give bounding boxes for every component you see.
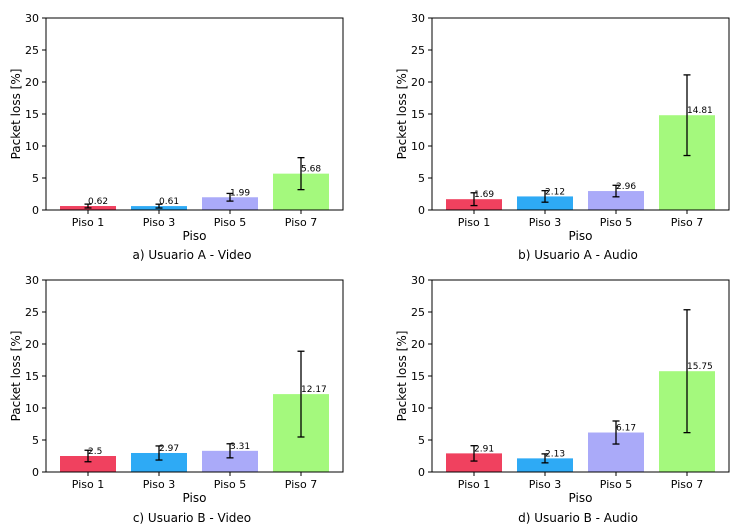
caption-c: c) Usuario B - Video [132, 511, 252, 525]
y-tick-label: 10 [411, 402, 425, 415]
value-label: 2.96 [616, 182, 636, 192]
bar-piso-5 [202, 197, 258, 210]
value-label: 5.68 [301, 165, 321, 175]
y-tick-label: 15 [25, 370, 39, 383]
y-tick-label: 10 [25, 402, 39, 415]
value-label: 2.12 [545, 187, 565, 197]
x-tick-label: Piso 7 [671, 478, 703, 491]
bar-piso-1 [446, 453, 502, 472]
value-label: 2.13 [545, 449, 565, 459]
x-tick-label: Piso 1 [458, 478, 490, 491]
value-label: 1.69 [474, 190, 494, 200]
y-tick-label: 20 [25, 338, 39, 351]
x-tick-label: Piso 3 [143, 216, 175, 229]
caption-d: d) Usuario B - Audio [518, 511, 638, 525]
y-axis-label: Packet loss [%] [9, 69, 23, 160]
x-axis-label: Piso [569, 491, 593, 505]
y-tick-label: 15 [411, 108, 425, 121]
y-tick-label: 10 [25, 140, 39, 153]
y-tick-label: 30 [411, 274, 425, 287]
x-tick-label: Piso 1 [458, 216, 490, 229]
caption-a: a) Usuario A - Video [132, 248, 252, 262]
value-label: 1.99 [230, 188, 250, 198]
caption-b: b) Usuario A - Audio [518, 248, 638, 262]
x-tick-label: Piso 7 [285, 478, 317, 491]
x-tick-label: Piso 3 [143, 478, 175, 491]
y-tick-label: 0 [32, 466, 39, 479]
x-axis-label: Piso [183, 229, 207, 243]
y-tick-label: 25 [411, 306, 425, 319]
y-tick-label: 10 [411, 140, 425, 153]
x-tick-label: Piso 1 [72, 478, 104, 491]
plot-frame [431, 17, 730, 211]
value-label: 12.17 [301, 385, 327, 395]
value-label: 2.97 [159, 444, 179, 454]
y-axis-label: Packet loss [%] [395, 69, 409, 160]
y-tick-label: 25 [411, 44, 425, 57]
y-tick-label: 25 [25, 44, 39, 57]
x-tick-label: Piso 3 [529, 478, 561, 491]
x-tick-label: Piso 3 [529, 216, 561, 229]
y-tick-label: 0 [418, 466, 425, 479]
value-label: 0.61 [159, 197, 179, 207]
y-tick-label: 30 [411, 12, 425, 25]
bar-piso-1 [60, 456, 116, 472]
value-label: 15.75 [687, 362, 713, 372]
y-tick-label: 20 [411, 338, 425, 351]
y-tick-label: 0 [418, 204, 425, 217]
value-label: 6.17 [616, 424, 636, 434]
y-tick-label: 30 [25, 274, 39, 287]
bar-piso-5 [202, 450, 258, 472]
y-tick-label: 30 [25, 12, 39, 25]
y-tick-label: 5 [32, 172, 39, 185]
y-axis-label: Packet loss [%] [9, 331, 23, 422]
chart-panel-4: 0 5 10 15 20 25 30 2.91 Piso 1 2.13 Piso 3 6.17 Piso… [395, 274, 730, 505]
y-tick-label: 20 [411, 76, 425, 89]
y-tick-label: 15 [411, 370, 425, 383]
plot-frame [431, 279, 730, 473]
x-tick-label: Piso 5 [214, 478, 246, 491]
x-tick-label: Piso 5 [600, 478, 632, 491]
value-label: 14.81 [687, 106, 713, 116]
y-tick-label: 5 [418, 434, 425, 447]
value-label: 0.62 [88, 197, 108, 207]
chart-panel-1: 0 5 10 15 20 25 30 0.62 Piso 1 0.61 Piso 3 1.99 Piso… [9, 12, 344, 243]
y-tick-label: 20 [25, 76, 39, 89]
x-tick-label: Piso 1 [72, 216, 104, 229]
x-tick-label: Piso 5 [214, 216, 246, 229]
value-label: 2.91 [474, 444, 494, 454]
value-label: 3.31 [230, 442, 250, 452]
chart-panel-3: 0 5 10 15 20 25 30 2.5 Piso 1 2.97 Piso 3 3.31 Piso … [9, 274, 344, 505]
x-tick-label: Piso 7 [671, 216, 703, 229]
value-label: 2.5 [88, 447, 102, 457]
y-tick-label: 25 [25, 306, 39, 319]
x-axis-label: Piso [569, 229, 593, 243]
plot-frame [45, 17, 344, 211]
bar-piso-3 [517, 458, 573, 472]
bar-piso-5 [588, 191, 644, 210]
plot-frame [45, 279, 344, 473]
y-tick-label: 5 [32, 434, 39, 447]
y-tick-label: 0 [32, 204, 39, 217]
y-tick-label: 15 [25, 108, 39, 121]
bar-piso-3 [517, 196, 573, 210]
y-tick-label: 5 [418, 172, 425, 185]
y-axis-label: Packet loss [%] [395, 331, 409, 422]
bar-piso-3 [131, 452, 187, 472]
x-tick-label: Piso 7 [285, 216, 317, 229]
chart-panel-2: 0 5 10 15 20 25 30 1.69 Piso 1 2.12 Piso 3 2.96 Piso… [395, 12, 730, 243]
x-axis-label: Piso [183, 491, 207, 505]
x-tick-label: Piso 5 [600, 216, 632, 229]
